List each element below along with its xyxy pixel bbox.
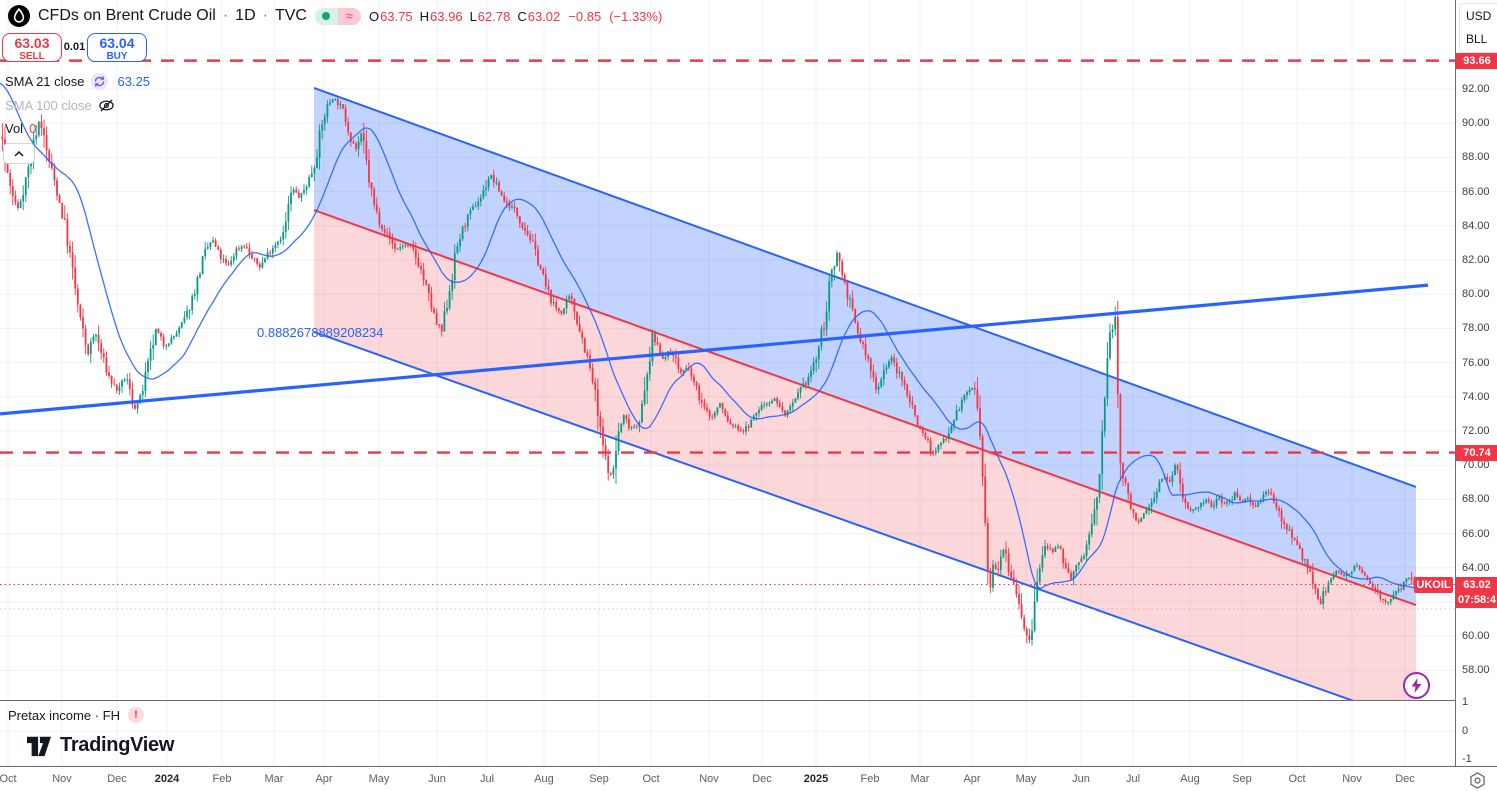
time-tick: Feb <box>860 773 880 785</box>
spread-value: 0.01 <box>63 40 86 55</box>
brent-oil-logo-icon <box>8 5 30 27</box>
pane-separator[interactable] <box>0 700 1497 701</box>
time-tick: Jun <box>428 773 446 785</box>
subpane-legend[interactable]: Pretax income · FH ! <box>8 707 144 723</box>
price-tick: 66.00 <box>1462 527 1490 540</box>
time-tick: Dec <box>107 773 127 785</box>
time-tick: Mar <box>910 773 930 785</box>
time-tick: Nov <box>699 773 719 785</box>
price-tick: 72.00 <box>1462 425 1490 437</box>
time-tick: 2024 <box>154 773 180 785</box>
symbol-price-tag: UKOIL <box>1414 576 1453 593</box>
symbol-header: CFDs on Brent Crude Oil · 1D · TVC ≈ O63… <box>8 5 662 27</box>
subpane-title: Pretax income · FH <box>8 707 120 723</box>
settings-icon[interactable] <box>1468 771 1487 790</box>
loading-refresh-icon[interactable] <box>90 73 108 90</box>
time-tick: Oct <box>0 773 17 785</box>
time-tick: Nov <box>52 773 72 785</box>
regression-channel[interactable] <box>313 87 1417 723</box>
price-tick: 58.00 <box>1462 664 1490 677</box>
time-tick: Oct <box>1288 773 1306 785</box>
price-tick: 80.00 <box>1462 288 1490 301</box>
price-axis[interactable]: USD BLL 93.66 70.74 63.02 07:58:4 92.00 9… <box>1455 0 1497 790</box>
change-percent: (−1.33%) <box>609 8 663 24</box>
price-tick: 64.00 <box>1462 561 1490 574</box>
time-tick: Dec <box>752 773 772 785</box>
tradingview-logo[interactable]: TradingView <box>26 733 174 757</box>
unit-currency-box[interactable]: USD BLL <box>1459 3 1497 53</box>
price-tick: 84.00 <box>1462 219 1490 232</box>
price-tick: 78.00 <box>1462 322 1490 335</box>
price-tick: 90.00 <box>1462 117 1490 130</box>
time-tick: Jul <box>1125 773 1141 785</box>
time-tick: Sep <box>1232 773 1252 785</box>
price-tick: 68.00 <box>1462 493 1490 506</box>
exchange-label[interactable]: TVC <box>274 7 307 24</box>
unit-label[interactable]: BLL <box>1466 32 1488 46</box>
time-tick: Dec <box>1395 773 1415 785</box>
change-value: −0.85 <box>568 8 602 24</box>
indicator-sma100[interactable]: SMA 100 close <box>5 97 115 114</box>
time-tick: Apr <box>963 773 981 785</box>
time-tick: Apr <box>315 773 333 785</box>
subpane-tick: 0 <box>1462 725 1469 737</box>
legend-collapse-button[interactable] <box>3 143 35 164</box>
symbol-title[interactable]: CFDs on Brent Crude Oil · 1D · TVC <box>38 7 307 24</box>
time-tick: Nov <box>1342 773 1362 785</box>
buy-button[interactable]: 63.04 BUY <box>87 33 147 62</box>
time-tick: Sep <box>589 773 609 785</box>
price-tick: 86.00 <box>1462 185 1490 198</box>
regression-pearson-label[interactable]: 0.8882678889208234 <box>257 324 384 340</box>
market-status-pills[interactable]: ≈ <box>314 7 361 25</box>
ohlc-values: O63.75 H63.96 L62.78 C63.02 −0.85 (−1.33… <box>368 8 663 24</box>
eye-hidden-icon[interactable] <box>98 97 115 114</box>
subpane-tick: 1 <box>1462 696 1469 708</box>
currency-label[interactable]: USD <box>1466 9 1492 23</box>
delayed-data-icon[interactable]: ≈ <box>337 7 361 25</box>
price-tick: 92.00 <box>1462 83 1490 95</box>
time-tick: 2025 <box>803 773 829 785</box>
sma21-line[interactable] <box>0 82 1415 590</box>
indicator-volume[interactable]: Vol 0 <box>5 121 37 136</box>
volume-value: 0 <box>29 121 37 136</box>
level-label-lower: 70.74 <box>1456 444 1497 461</box>
price-tick: 74.00 <box>1462 390 1490 403</box>
price-tick: 82.00 <box>1462 254 1490 266</box>
sma21-value: 63.25 <box>117 74 151 89</box>
time-tick: May <box>1015 773 1037 785</box>
price-tick: 76.00 <box>1462 356 1490 369</box>
price-tick: 70.00 <box>1462 459 1490 472</box>
time-tick: Aug <box>534 773 554 785</box>
market-open-dot-icon[interactable] <box>314 7 338 25</box>
price-chart[interactable] <box>0 0 1455 766</box>
interval-label[interactable]: 1D <box>235 7 256 24</box>
level-label-upper: 93.66 <box>1456 52 1497 69</box>
time-tick: Jun <box>1072 773 1090 785</box>
time-tick: Oct <box>642 773 660 785</box>
subpane-tick: -1 <box>1462 753 1472 765</box>
time-tick: Aug <box>1180 773 1200 785</box>
time-axis[interactable]: Oct Nov Dec 2024 Feb Mar Apr May Jun Jul Aug Sep Oct… <box>0 766 1497 791</box>
time-tick: Feb <box>212 773 232 785</box>
grid <box>0 0 1455 766</box>
instant-trade-lightning-icon[interactable] <box>1403 672 1430 699</box>
price-tick: 88.00 <box>1462 151 1490 164</box>
sell-button[interactable]: 63.03 SELL <box>2 33 62 62</box>
trend-line[interactable] <box>0 283 1429 416</box>
last-price-label: 63.02 <box>1456 576 1497 593</box>
time-tick: Jul <box>479 773 495 785</box>
time-tick: May <box>368 773 390 785</box>
indicator-sma21[interactable]: SMA 21 close 63.25 <box>5 73 151 90</box>
time-tick: Mar <box>264 773 284 785</box>
price-tick: 60.00 <box>1462 630 1490 643</box>
symbol-name[interactable]: CFDs on Brent Crude Oil <box>38 7 216 24</box>
warning-icon[interactable]: ! <box>127 707 144 723</box>
bar-countdown-label: 07:58:4 <box>1456 591 1497 608</box>
tradingview-monogram-icon <box>27 736 51 757</box>
chevron-up-icon <box>14 150 24 157</box>
